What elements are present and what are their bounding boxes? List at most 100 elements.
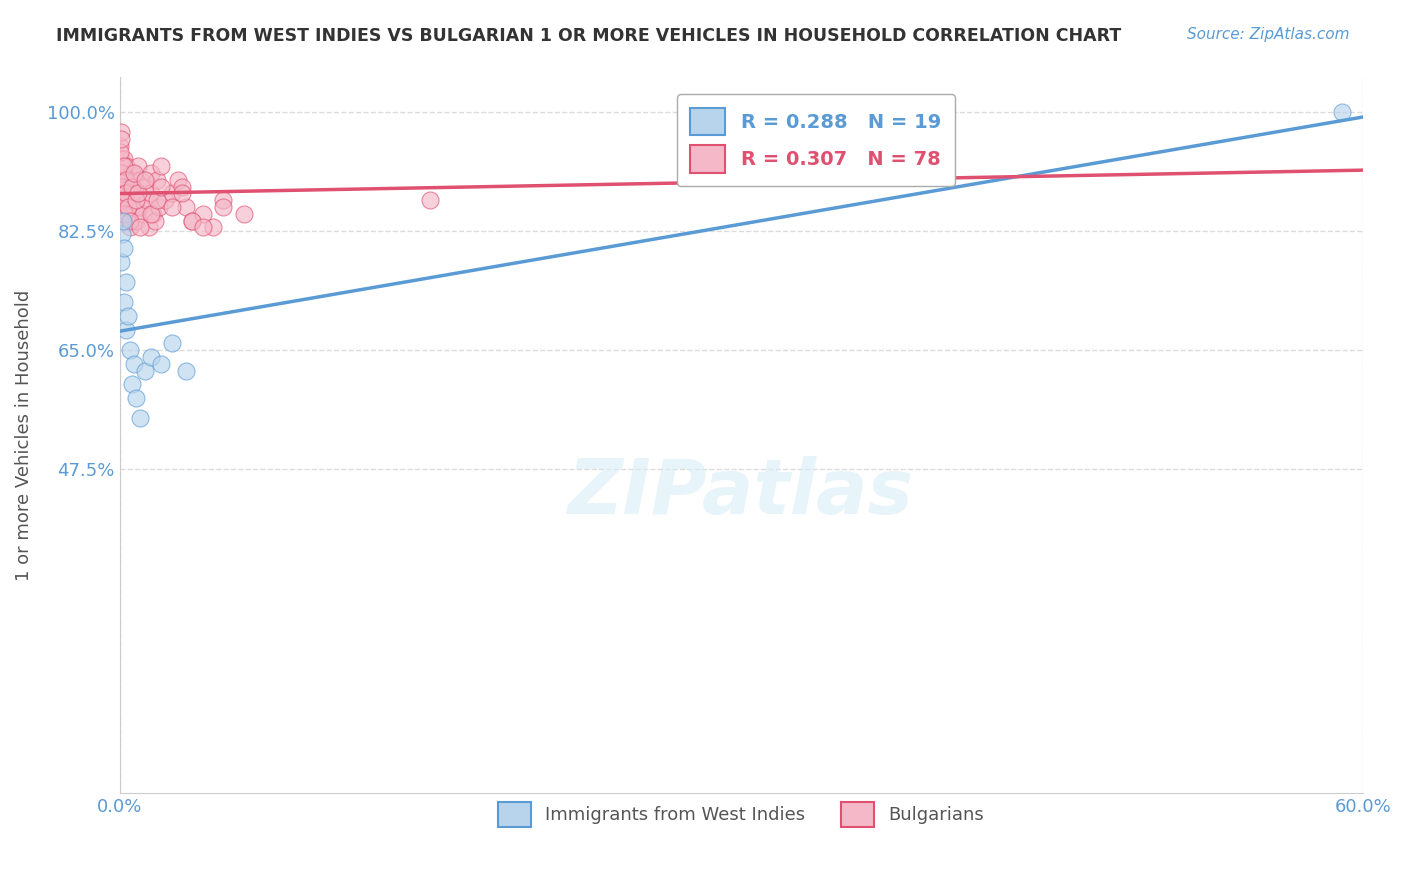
Point [125,391,148,405]
Point [134,179,156,194]
Point [121,186,143,201]
Point [122,200,145,214]
Point [115,172,138,186]
Text: Source: ZipAtlas.com: Source: ZipAtlas.com [1187,27,1350,42]
Point [115,159,138,173]
Point [129,200,152,214]
Point [117,193,139,207]
Point [129,172,152,186]
Point [191,207,214,221]
Point [115,323,138,337]
Point [112,159,135,173]
Point [139,207,162,221]
Point [111,193,134,207]
Point [121,179,143,194]
Point [111,159,134,173]
Point [419,193,441,207]
Point [112,207,135,221]
Point [181,213,204,227]
Point [139,166,162,180]
Point [148,200,170,214]
Point [112,153,135,167]
Point [166,172,188,186]
Point [111,186,134,201]
Point [146,172,169,186]
Point [120,343,142,358]
Point [143,213,166,227]
Point [174,363,197,377]
Point [160,200,183,214]
Point [117,200,139,214]
Point [125,193,148,207]
Point [139,350,162,364]
Point [112,193,135,207]
Point [170,186,193,201]
Point [125,213,148,227]
Point [212,200,235,214]
Point [127,186,149,201]
Point [150,357,173,371]
Point [834,138,856,153]
Point [115,186,138,201]
Point [112,200,135,214]
Point [150,179,173,194]
Point [146,193,169,207]
Point [111,179,134,194]
Point [160,336,183,351]
Point [191,220,214,235]
Point [134,363,156,377]
Point [110,172,132,186]
Point [170,179,193,194]
Point [117,207,139,221]
Point [110,166,132,180]
Point [111,179,134,194]
Point [121,377,143,392]
Point [127,159,149,173]
Point [131,207,153,221]
Point [129,411,152,425]
Point [115,213,138,227]
Text: IMMIGRANTS FROM WEST INDIES VS BULGARIAN 1 OR MORE VEHICLES IN HOUSEHOLD CORRELA: IMMIGRANTS FROM WEST INDIES VS BULGARIAN… [56,27,1122,45]
Point [142,207,165,221]
Point [108,138,131,153]
Point [155,193,177,207]
Point [1330,104,1353,119]
Point [150,159,173,173]
Point [108,145,131,160]
Point [122,357,145,371]
Legend: Immigrants from West Indies, Bulgarians: Immigrants from West Indies, Bulgarians [491,795,991,834]
Point [111,227,134,242]
Point [112,172,135,186]
Point [129,220,152,235]
Point [110,153,132,167]
Point [135,193,157,207]
Point [117,309,139,323]
Point [120,220,142,235]
Point [120,213,142,227]
Point [139,186,162,201]
Point [121,166,143,180]
Point [138,220,160,235]
Point [110,125,132,139]
Point [233,207,256,221]
Point [125,193,148,207]
Point [112,241,135,255]
Point [112,166,135,180]
Point [201,220,224,235]
Point [212,193,235,207]
Text: ZIPatlas: ZIPatlas [568,456,914,530]
Point [110,254,132,268]
Point [120,179,142,194]
Point [160,186,183,201]
Point [134,172,156,186]
Point [111,207,134,221]
Point [174,200,197,214]
Point [110,132,132,146]
Point [112,295,135,310]
Point [181,213,204,227]
Point [122,166,145,180]
Point [111,213,134,227]
Point [115,275,138,289]
Y-axis label: 1 or more Vehicles in Household: 1 or more Vehicles in Household [15,290,32,581]
Point [115,186,138,201]
